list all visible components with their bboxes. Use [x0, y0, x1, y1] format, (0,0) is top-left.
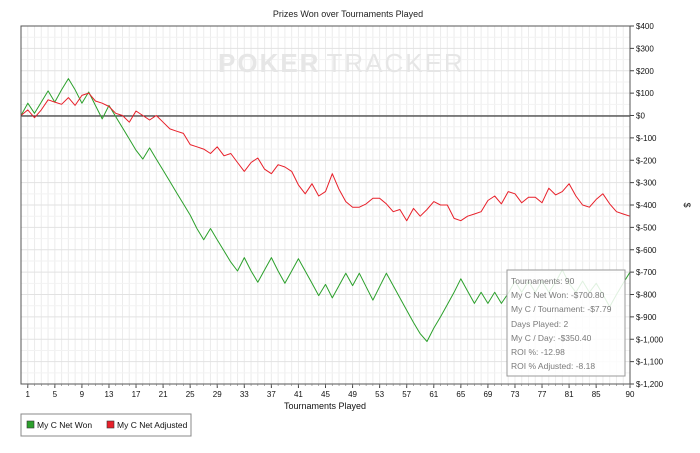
tooltip-per-tournament: My C / Tournament: -$7.79 [511, 304, 612, 314]
y-tick-label: $-200 [636, 156, 657, 165]
x-tick-label: 45 [321, 390, 330, 399]
x-tick-label: 37 [267, 390, 276, 399]
x-tick-label: 25 [186, 390, 195, 399]
x-tick-label: 1 [26, 390, 31, 399]
series-line-net-adjusted [20, 92, 631, 222]
x-tick-label: 57 [402, 390, 411, 399]
y-tick-label: $-1,200 [636, 380, 664, 389]
x-tick-label: 21 [159, 390, 168, 399]
x-tick-label: 41 [294, 390, 303, 399]
x-tick-label: 81 [565, 390, 574, 399]
legend-box [20, 413, 192, 437]
legend: My C Net Won My C Net Adjusted [20, 413, 192, 437]
tooltip-days-played: Days Played: 2 [511, 319, 568, 329]
y-tick-label: $-900 [636, 313, 657, 322]
x-tick-label: 90 [626, 390, 635, 399]
tooltip-net-won: My C Net Won: -$700.80 [511, 290, 605, 300]
tooltip: Tournaments: 90 My C Net Won: -$700.80 M… [506, 269, 626, 377]
x-axis-title: Tournaments Played [284, 401, 366, 411]
x-tick-label: 69 [483, 390, 492, 399]
y-tick-label: $0 [636, 112, 645, 121]
y-axis: $400 $300 $200 $100 $0 $-100 $-200 $-300 $-400 $-… [630, 22, 664, 389]
y-tick-label: $-400 [636, 201, 657, 210]
y-tick-label: $-1,100 [636, 358, 664, 367]
legend-label-net-won: My C Net Won [37, 420, 92, 430]
x-tick-label: 53 [375, 390, 384, 399]
x-tick-label: 17 [132, 390, 141, 399]
y-tick-label: $100 [636, 89, 654, 98]
x-tick-label: 49 [348, 390, 357, 399]
y-tick-label: $-100 [636, 134, 657, 143]
legend-swatch-net-won [26, 420, 35, 429]
y-axis-title: $ [682, 202, 692, 207]
x-tick-label: 33 [240, 390, 249, 399]
y-tick-label: $-700 [636, 268, 657, 277]
tooltip-roi-adjusted: ROI % Adjusted: -8.18 [511, 361, 595, 371]
y-tick-label: $-1,000 [636, 335, 664, 344]
x-tick-label: 65 [456, 390, 465, 399]
y-tick-label: $-500 [636, 223, 657, 232]
x-tick-label: 13 [105, 390, 114, 399]
x-tick-label: 61 [429, 390, 438, 399]
y-tick-label: $200 [636, 67, 654, 76]
tooltip-box [506, 269, 626, 377]
x-tick-label: 77 [538, 390, 547, 399]
grid [21, 26, 630, 384]
tooltip-tournaments: Tournaments: 90 [511, 276, 575, 286]
y-tick-label: $400 [636, 22, 654, 31]
watermark-tracker: TRACKER [326, 48, 464, 78]
x-tick-label: 73 [511, 390, 520, 399]
legend-label-net-adjusted: My C Net Adjusted [117, 420, 188, 430]
legend-swatch-net-adjusted [106, 420, 115, 429]
x-tick-label: 85 [592, 390, 601, 399]
x-axis: 1 5 9 13 17 21 25 29 33 37 41 45 49 53 57 61 65 69 73 77 81 8… [26, 384, 635, 399]
y-tick-label: $-800 [636, 291, 657, 300]
watermark: POKER TRACKER [218, 48, 465, 78]
y-tick-label: $-300 [636, 179, 657, 188]
x-tick-label: 9 [80, 390, 85, 399]
y-tick-label: $-600 [636, 246, 657, 255]
x-tick-label: 5 [53, 390, 58, 399]
tooltip-per-day: My C / Day: -$350.40 [511, 333, 592, 343]
watermark-poker: POKER [218, 48, 320, 78]
chart-title: Prizes Won over Tournaments Played [273, 9, 423, 19]
y-tick-label: $300 [636, 44, 654, 53]
x-tick-label: 29 [213, 390, 222, 399]
tooltip-roi: ROI %: -12.98 [511, 347, 565, 357]
